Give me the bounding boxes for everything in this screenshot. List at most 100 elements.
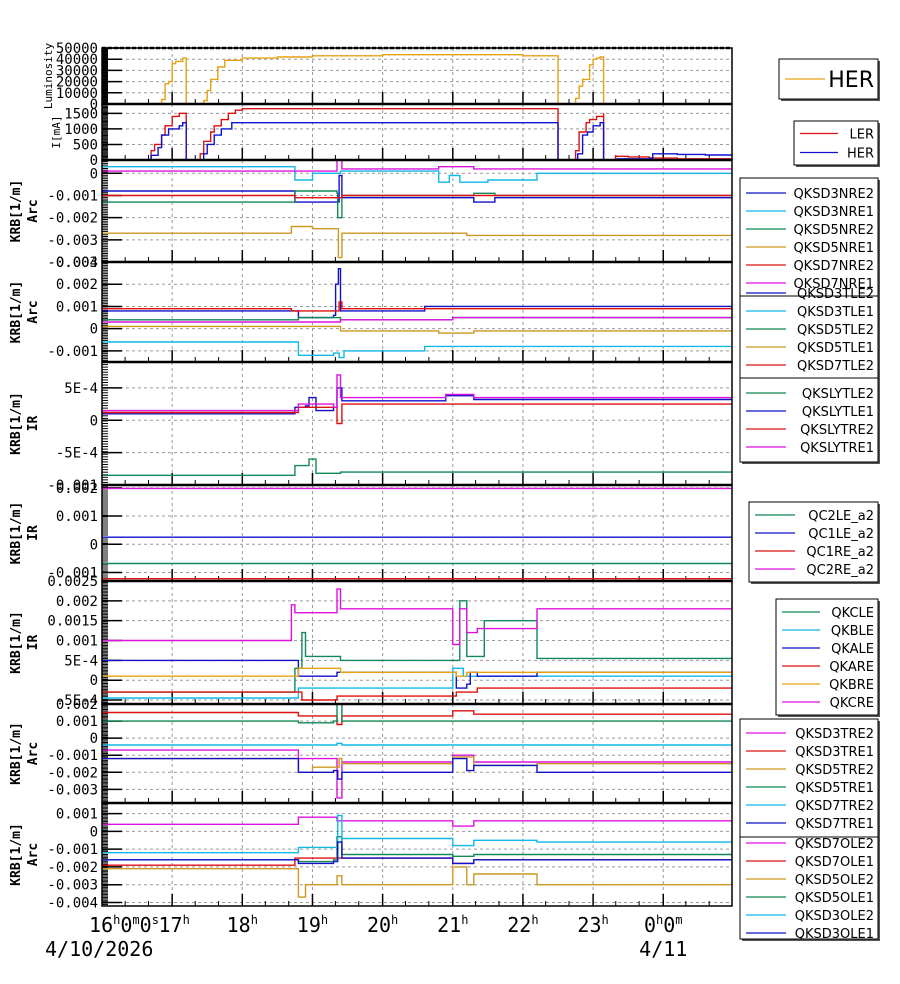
series-line-QKARE bbox=[102, 687, 732, 701]
series-group bbox=[102, 268, 732, 359]
legend-arc-tle: QKSD3TLE2 QKSD3TLE1 QKSD5TLE2 QKSD5TLE1 QKSD… bbox=[739, 287, 880, 392]
series-line-HER bbox=[102, 122, 732, 160]
ytick-label: 0.002 bbox=[56, 277, 98, 293]
y-axis-title: KRB[1/m] bbox=[9, 502, 24, 565]
ytick-label: -0.001 bbox=[47, 344, 98, 360]
series-line-QKSD3TRE1 bbox=[102, 710, 732, 726]
panel-arc-ole: -0.004-0.003 -0.002 -0.001 00.001 KRB[1/m] Ar… bbox=[9, 801, 733, 911]
legend-label: QKSD5NRE2 bbox=[793, 223, 874, 238]
panel-frame bbox=[101, 361, 733, 486]
legend-label: QKSLYTLE1 bbox=[802, 405, 874, 420]
xtick-unit: h bbox=[251, 913, 258, 927]
y-axis-title: KRB[1/m] bbox=[9, 611, 24, 674]
y-axis-title: KRB[1/m] bbox=[9, 823, 24, 886]
panel-frame bbox=[101, 103, 733, 161]
ytick-label: -0.001 bbox=[47, 188, 98, 204]
series-group bbox=[102, 704, 732, 799]
xtick-value: 16 bbox=[89, 913, 113, 937]
legend-label: QKSD5OLE1 bbox=[795, 891, 874, 906]
y-axis-subtitle: IR bbox=[26, 416, 41, 432]
series-line-QKSD5OLE2 bbox=[102, 866, 732, 898]
series-line-QKCRE bbox=[102, 588, 732, 646]
ytick-label: 1500 bbox=[64, 106, 98, 122]
panel-frame bbox=[101, 484, 733, 582]
legend-box bbox=[739, 295, 879, 381]
legend-label: QKSD3TRE1 bbox=[795, 745, 874, 760]
legend-label: QKSD3NRE2 bbox=[793, 187, 874, 202]
date-label: 4/11 bbox=[639, 937, 687, 961]
ytick-label: -0.004 bbox=[47, 895, 98, 911]
xtick-value: 0 bbox=[140, 913, 152, 937]
xtick-unit: s bbox=[152, 913, 159, 927]
series-line-QKSD3TLE1 bbox=[102, 341, 732, 359]
ytick-label: 0 bbox=[90, 166, 98, 182]
xtick-label: 17h bbox=[158, 913, 189, 937]
series-line-QKSLYTRE1 bbox=[102, 374, 732, 412]
ytick-label: -0.003 bbox=[47, 878, 98, 894]
legend-label: QKSD5OLE2 bbox=[795, 873, 874, 888]
xtick-unit: h bbox=[183, 913, 190, 927]
ytick-label: 0.001 bbox=[56, 509, 98, 525]
legend-current: LER HER bbox=[793, 120, 880, 167]
legend-label: QKSD5TLE1 bbox=[797, 341, 874, 356]
series-line-QKSD7TRE1 bbox=[102, 757, 732, 780]
y-axis-subtitle: Arc bbox=[26, 843, 41, 866]
ytick-label: 30000 bbox=[56, 63, 98, 79]
ytick-label: 0.001 bbox=[56, 634, 98, 650]
series-line-QKSD3OLE1 bbox=[102, 841, 732, 865]
ytick-label: 40000 bbox=[56, 52, 98, 68]
panel-frame bbox=[101, 580, 733, 705]
ytick-label: 0.002 bbox=[56, 481, 98, 497]
xtick-value: 0 bbox=[120, 913, 132, 937]
panel-frame bbox=[101, 703, 733, 804]
legend-label: QKSD7TRE2 bbox=[795, 799, 874, 814]
series-group bbox=[102, 374, 732, 476]
legend-label: QKSLYTLE2 bbox=[802, 387, 874, 402]
xtick-label: 18h bbox=[227, 913, 258, 937]
legend-label: QKSD7TRE1 bbox=[795, 817, 874, 832]
legend-label: QC2LE_a2 bbox=[808, 509, 874, 524]
legend-box bbox=[739, 177, 879, 299]
legend-label: QKSD7NRE2 bbox=[793, 259, 874, 274]
xtick-value: 18 bbox=[227, 913, 251, 937]
legend-label: HER bbox=[847, 147, 874, 162]
series-line-HER bbox=[102, 54, 732, 104]
y-axis-title: KRB[1/m] bbox=[9, 722, 24, 785]
series-line-QKSD7TLE2 bbox=[102, 301, 732, 312]
ytick-label: 20000 bbox=[56, 75, 98, 91]
series-line-QKSD3OLE2 bbox=[102, 814, 732, 854]
series-line-QKSD5TRE1 bbox=[102, 704, 732, 724]
series-line-QKSD3NRE1 bbox=[102, 166, 732, 183]
legend-ir-qk: QKCLE QKBLE QKALE QKARE QKBRE QKCRE bbox=[775, 598, 880, 717]
xtick-label: 23h bbox=[577, 913, 608, 937]
xtick-unit: m bbox=[675, 913, 682, 927]
series-line-QKALE bbox=[102, 659, 732, 689]
legend-label: QC2RE_a2 bbox=[806, 563, 874, 578]
xtick-unit: h bbox=[321, 913, 328, 927]
xtick-unit: h bbox=[113, 913, 120, 927]
ytick-label: -0.003 bbox=[47, 782, 98, 798]
ytick-label: 5E-4 bbox=[64, 381, 98, 397]
legend-label: QKCLE bbox=[831, 606, 874, 621]
ytick-label: -0.001 bbox=[47, 566, 98, 582]
ytick-label: 5E-4 bbox=[64, 653, 98, 669]
legend-arc-ole: QKSD7OLE2 QKSD7OLE1 QKSD5OLE2 QKSD5OLE1 QKSD… bbox=[739, 836, 880, 942]
legend-label: QKSD3OLE1 bbox=[795, 927, 874, 942]
xtick-label: 21h bbox=[437, 913, 468, 937]
ytick-label: 1000 bbox=[64, 122, 98, 138]
xtick-unit: h bbox=[656, 913, 663, 927]
legend-label: QKSD7OLE2 bbox=[795, 837, 874, 852]
series-group bbox=[102, 487, 732, 580]
legend-label: QKSD7TLE2 bbox=[797, 359, 874, 374]
y-axis-subtitle: Arc bbox=[26, 300, 41, 323]
y-axis-title: KRB[1/m] bbox=[9, 180, 24, 243]
xtick-unit: m bbox=[132, 913, 139, 927]
legend-label: QKSD3TRE2 bbox=[795, 727, 874, 742]
ytick-label: 0.0015 bbox=[47, 614, 98, 630]
ytick-label: -0.001 bbox=[47, 478, 98, 494]
legend-ir-sly: QKSLYTLE2 QKSLYTLE1 QKSLYTRE2 QKSLYTRE1 bbox=[739, 377, 880, 464]
legend-ir-qc: QC2LE_a2 QC1LE_a2 QC1RE_a2 QC2RE_a2 bbox=[748, 501, 880, 584]
y-axis-subtitle: IR bbox=[26, 525, 41, 541]
